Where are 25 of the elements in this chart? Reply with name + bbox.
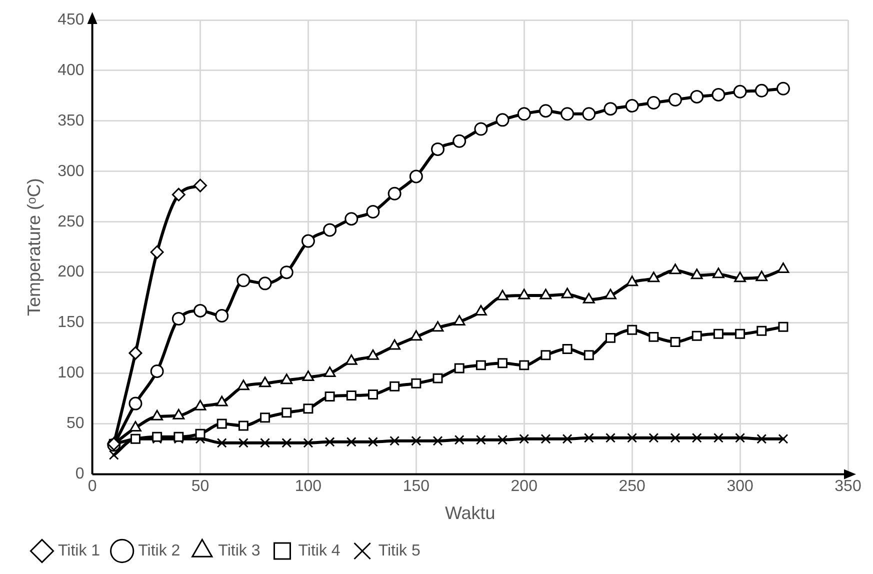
y-tick-label: 400 (58, 62, 84, 79)
x-tick-label: 350 (834, 478, 862, 496)
y-tick-label: 250 (58, 213, 84, 230)
legend-label: Titik 3 (218, 542, 260, 560)
y-axis-title: Temperature (ᵒC) (24, 178, 44, 316)
y-tick-label: 200 (58, 264, 84, 281)
legend-label: Titik 2 (138, 542, 180, 560)
legend-label: Titik 1 (58, 542, 100, 560)
x-axis-title: Waktu (444, 503, 496, 524)
x-tick-label: 250 (618, 478, 646, 496)
legend-label: Titik 4 (298, 542, 340, 560)
x-tick-label: 100 (294, 478, 322, 496)
y-tick-label: 300 (58, 162, 84, 180)
x-tick-label: 150 (402, 478, 430, 496)
y-tick-label: 450 (58, 11, 84, 28)
legend-label: Titik 5 (378, 542, 420, 560)
y-tick-label: 100 (58, 364, 84, 382)
x-tick-label: 300 (726, 478, 754, 496)
y-tick-label: 350 (58, 112, 84, 130)
y-tick-label: 150 (58, 314, 84, 332)
y-tick-label: 50 (66, 415, 84, 432)
x-tick-label: 200 (510, 478, 538, 496)
y-tick-label: 0 (75, 466, 84, 483)
x-tick-label: 0 (88, 478, 97, 496)
x-tick-label: 50 (191, 478, 210, 496)
